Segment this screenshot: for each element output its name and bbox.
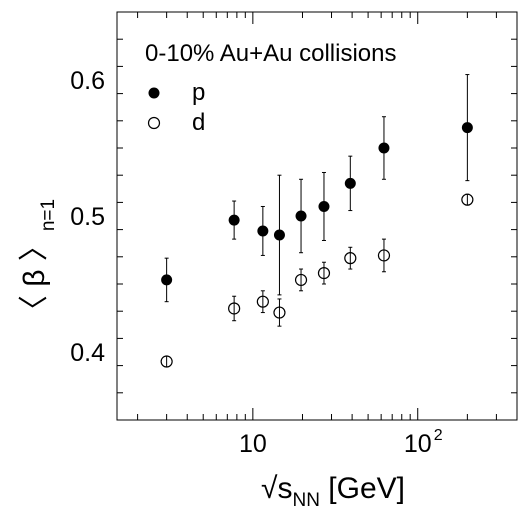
xlabel-radical: √ (261, 472, 278, 505)
xlabel-subscript: NN (293, 490, 320, 511)
chart-title: 0-10% Au+Au collisions (145, 40, 396, 67)
ylabel-close: 〉 (18, 231, 51, 261)
xlabel: √sNN [GeV] (261, 472, 405, 511)
svg-text:√sNN [GeV]: √sNN [GeV] (261, 472, 405, 511)
data-point-p (461, 122, 473, 134)
data-point-p (378, 142, 390, 154)
legend: p d (147, 79, 205, 136)
xlabel-unit: [GeV] (320, 472, 405, 505)
data-point-p (228, 214, 240, 226)
x-tick-label: 10 (404, 430, 432, 458)
y-tick-label: 0.5 (70, 203, 105, 231)
legend-marker-p (148, 87, 160, 99)
xlabel-main: s (278, 472, 293, 505)
x-tick-label-exponent: 2 (434, 427, 443, 444)
ylabel-open: 〈 (18, 295, 51, 325)
data-point-p (161, 274, 173, 286)
plot-frame (116, 11, 518, 421)
y-tick-label: 0.4 (70, 339, 105, 367)
ylabel: 〈 β 〉n=1 (18, 199, 59, 325)
data-point-p (273, 229, 285, 241)
data-point-p (295, 210, 307, 222)
data-point-p (257, 225, 269, 237)
legend-label-d: d (192, 109, 205, 136)
y-tick-label: 0.6 (70, 67, 105, 95)
ylabel-subscript: n=1 (38, 199, 59, 231)
legend-marker-d (147, 116, 161, 130)
data-point-p (344, 177, 356, 189)
ylabel-main: β (18, 261, 51, 295)
svg-text:〈 β 〉n=1: 〈 β 〉n=1 (18, 199, 59, 325)
data-point-p (318, 200, 330, 212)
legend-label-p: p (192, 79, 205, 106)
x-tick-label: 10 (239, 430, 267, 458)
